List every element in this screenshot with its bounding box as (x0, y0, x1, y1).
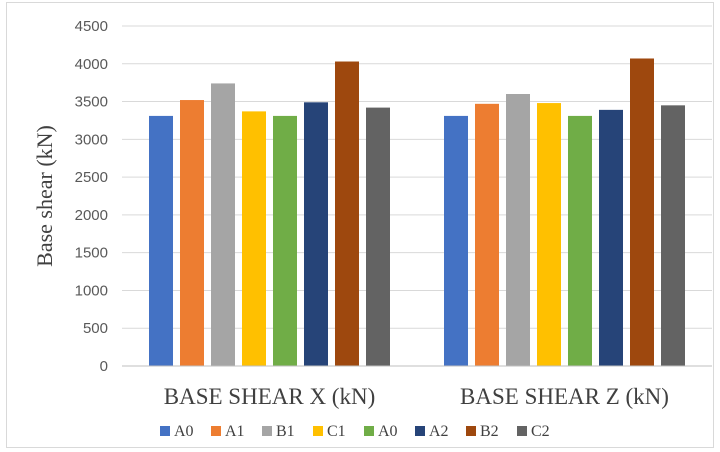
legend-label: A0 (174, 423, 194, 440)
bar-c2-1 (366, 107, 390, 366)
bar-a0-2 (568, 115, 592, 367)
bar-a2-2 (599, 109, 623, 366)
bar-a0-1 (273, 115, 297, 367)
legend-swatch (415, 426, 425, 436)
bar-b1-2 (506, 94, 530, 366)
bar-a1-2 (475, 103, 499, 367)
legend-swatch (466, 426, 476, 436)
y-tick-label: 1000 (75, 282, 108, 299)
y-tick-label: 3500 (75, 94, 108, 111)
legend-swatch (262, 426, 272, 436)
legend-label: A1 (225, 423, 245, 440)
bar-a2-1 (304, 102, 328, 367)
category-labels: BASE SHEAR X (kN) BASE SHEAR Z (kN) (164, 384, 669, 409)
y-tick-label: 1500 (75, 245, 108, 262)
bar-b1-1 (211, 83, 235, 366)
bar-b2-2 (630, 58, 654, 366)
y-tick-label: 3000 (75, 131, 108, 148)
bar-c1-1 (242, 111, 266, 366)
legend-swatch (160, 426, 170, 436)
legend-label: B1 (276, 423, 295, 440)
legend-label: C1 (327, 423, 346, 440)
legend-label: B2 (480, 423, 499, 440)
legend-label: C2 (531, 423, 550, 440)
y-tick-label: 2000 (75, 207, 108, 224)
y-tick-label: 500 (83, 320, 108, 337)
y-tick-label: 2500 (75, 169, 108, 186)
legend-swatch (517, 426, 527, 436)
y-axis-tick-labels: 0 500 1000 1500 2000 2500 3000 3500 4000 4500 (75, 18, 108, 375)
legend-label: A2 (429, 423, 449, 440)
y-tick-label: 0 (100, 358, 108, 375)
legend: A0 A1 B1 C1 A0 A2 B2 C2 (160, 423, 550, 440)
bar-c2-2 (661, 105, 685, 366)
legend-swatch (364, 426, 374, 436)
legend-swatch (211, 426, 221, 436)
bars (149, 58, 685, 367)
category-label: BASE SHEAR X (kN) (164, 384, 375, 409)
bar-a1-1 (180, 100, 204, 367)
gridlines (122, 25, 712, 329)
chart-frame (6, 2, 714, 448)
y-tick-label: 4000 (75, 56, 108, 73)
bar-a0-1 (149, 115, 173, 367)
y-axis-title: Base shear (kN) (32, 125, 57, 267)
y-tick-label: 4500 (75, 18, 108, 35)
legend-swatch (313, 426, 323, 436)
bar-a0-2 (444, 115, 468, 367)
legend-label: A0 (378, 423, 398, 440)
category-label: BASE SHEAR Z (kN) (460, 384, 669, 409)
bar-c1-2 (537, 103, 561, 367)
bar-b2-1 (335, 61, 359, 367)
